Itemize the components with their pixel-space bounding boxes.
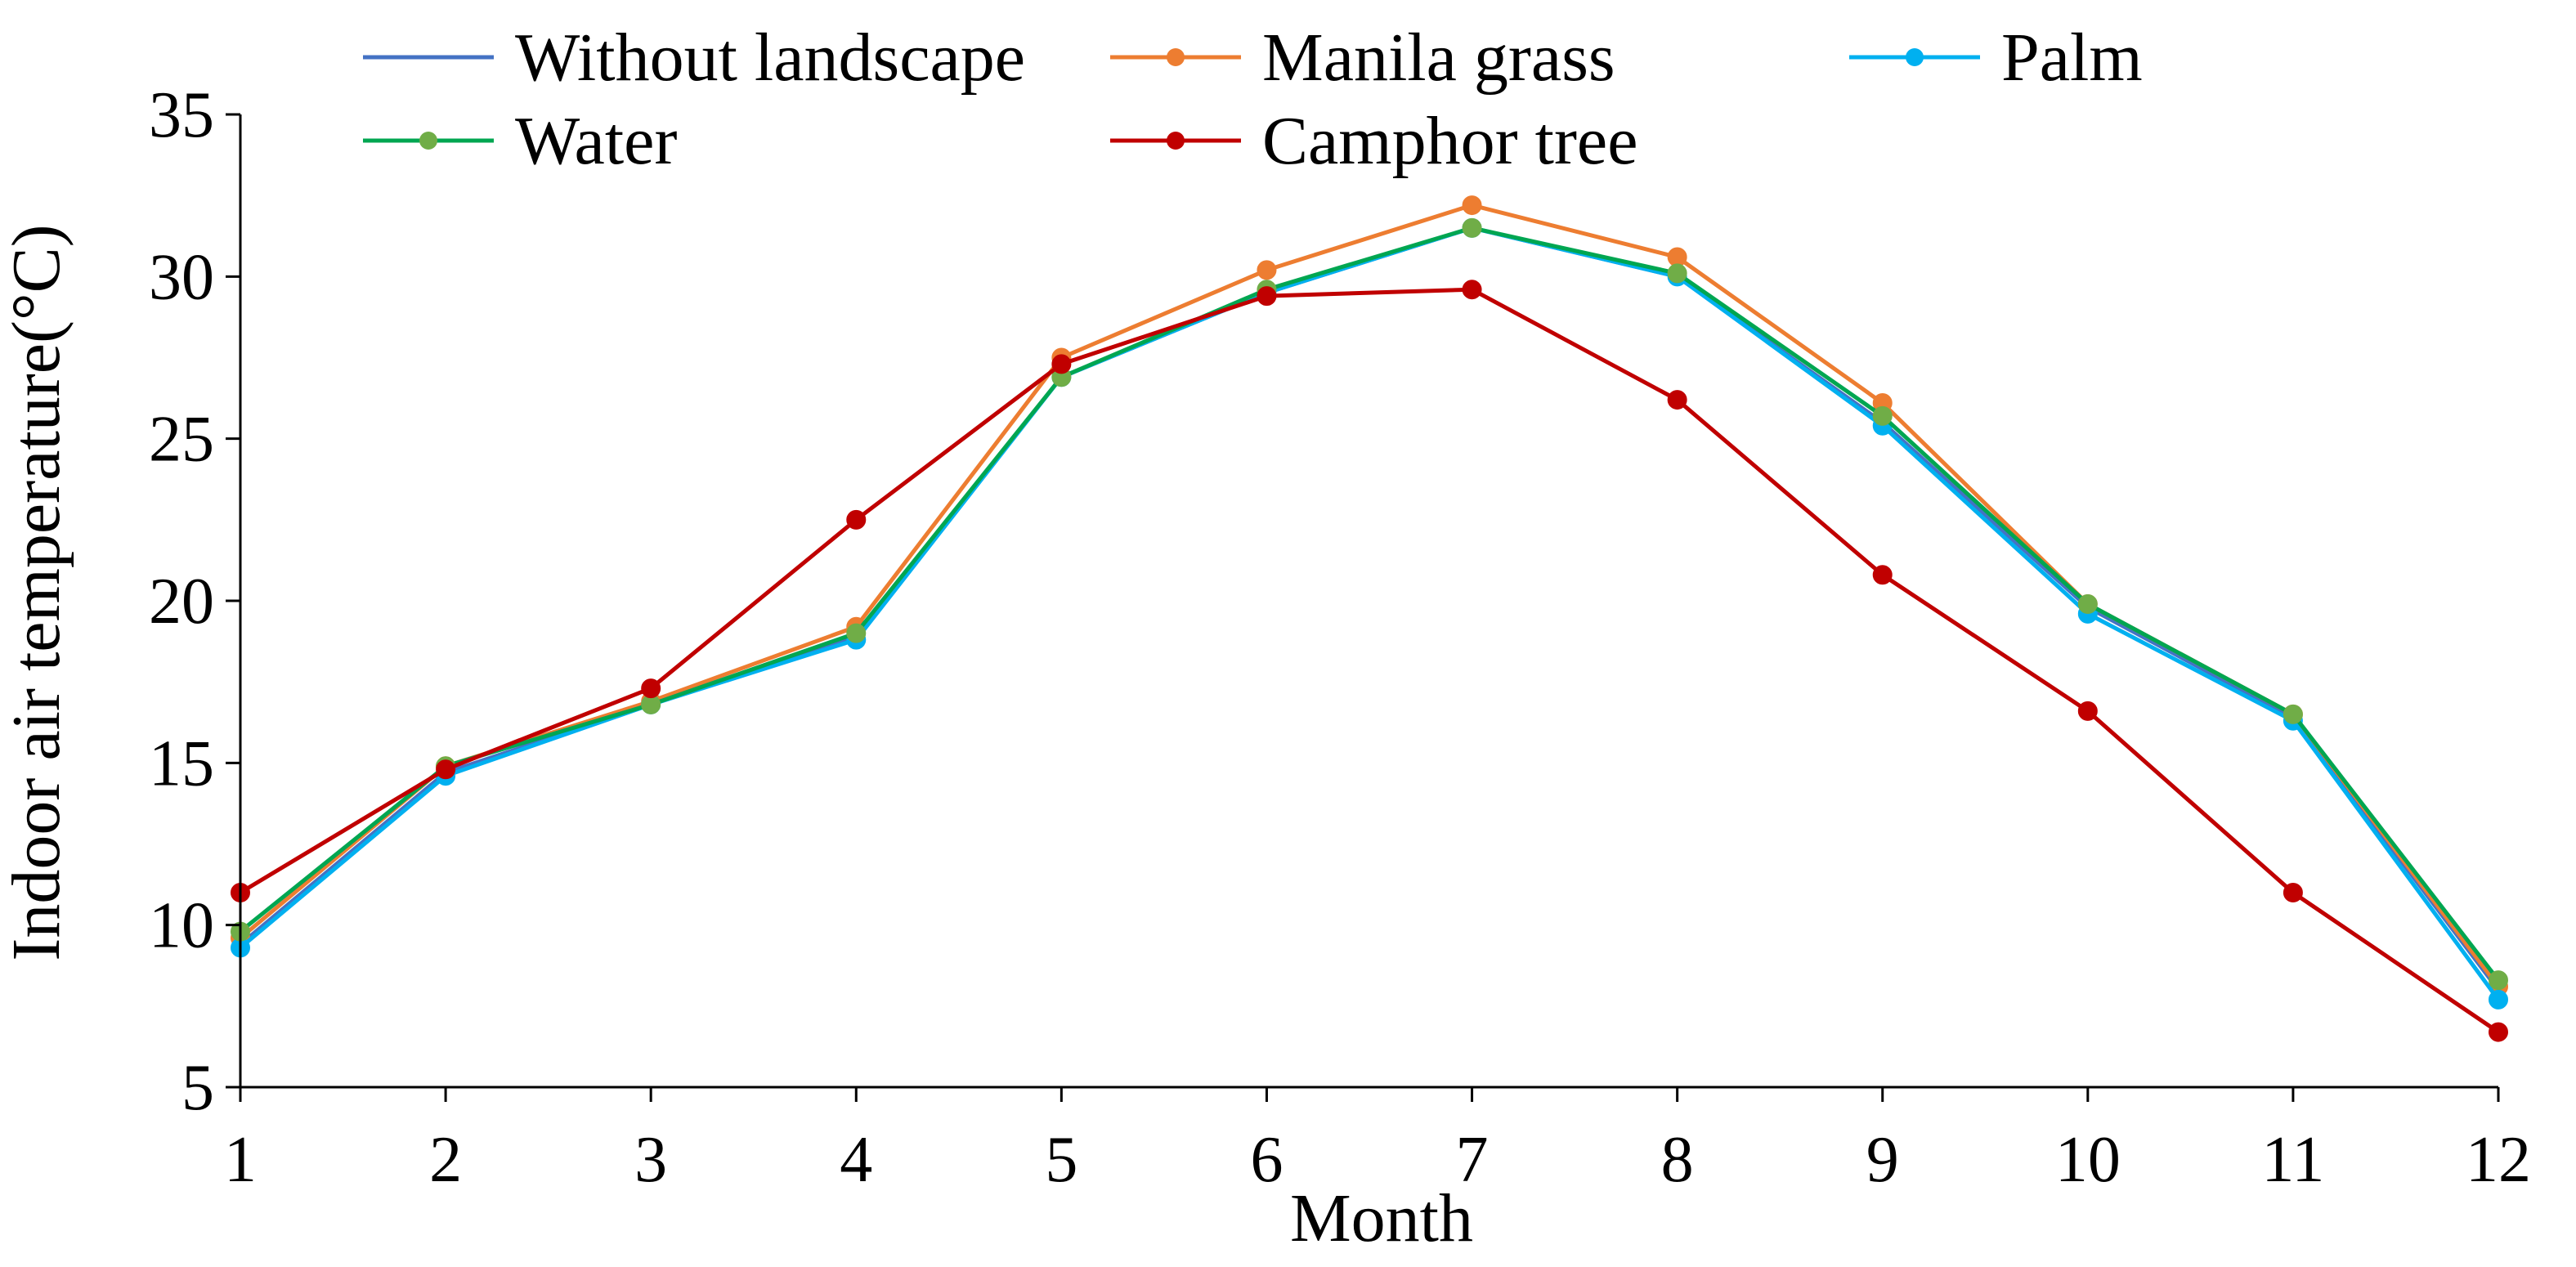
legend-swatch-marker	[419, 132, 437, 150]
x-tick-label: 11	[2261, 1124, 2324, 1196]
series-line	[239, 226, 2500, 992]
data-point	[1462, 280, 1482, 300]
x-tick-label: 4	[840, 1124, 872, 1196]
legend-swatch-marker	[1167, 48, 1185, 66]
y-tick-label: 35	[149, 79, 214, 151]
legend-label: Water	[515, 103, 677, 179]
x-tick-label: 2	[429, 1124, 462, 1196]
x-tick-label: 8	[1661, 1124, 1694, 1196]
data-point	[1257, 286, 1277, 307]
data-point	[2077, 701, 2098, 721]
x-axis-title: Month	[1290, 1180, 1473, 1256]
series-line	[239, 226, 2500, 982]
y-tick-label: 10	[149, 890, 214, 962]
data-point	[2283, 704, 2303, 724]
x-tick-label: 6	[1250, 1124, 1283, 1196]
data-point	[2489, 1022, 2508, 1042]
data-point	[1872, 565, 1893, 585]
series-water	[231, 217, 2508, 991]
data-point	[1462, 195, 1482, 216]
x-tick-label: 9	[1866, 1124, 1899, 1196]
data-point	[846, 623, 867, 643]
data-point	[436, 759, 456, 780]
legend-label: Camphor tree	[1262, 103, 1638, 179]
data-point	[1462, 217, 1482, 238]
y-tick-label: 5	[181, 1052, 214, 1124]
data-point	[1257, 260, 1277, 280]
series-without-landscape	[239, 226, 2500, 992]
data-point	[1872, 405, 1893, 426]
legend-entry: Without landscape	[363, 20, 1025, 96]
x-tick-label: 7	[1456, 1124, 1489, 1196]
data-point	[2077, 593, 2098, 614]
y-axis-title: Indoor air temperature(°C)	[0, 224, 74, 960]
x-tick-label: 1	[224, 1124, 257, 1196]
y-tick-label: 30	[149, 241, 214, 313]
legend-entry: Water	[363, 103, 677, 179]
data-point	[641, 694, 661, 714]
legend-entry: Palm	[1849, 20, 2143, 96]
data-point	[1667, 247, 1687, 267]
y-tick-label: 20	[149, 566, 214, 638]
legend-label: Palm	[2001, 20, 2143, 96]
series-camphor-tree	[231, 280, 2508, 1042]
legend-entry: Camphor tree	[1110, 103, 1638, 179]
series-line	[239, 287, 2500, 1034]
x-tick-label: 12	[2466, 1124, 2531, 1196]
legend-swatch-marker	[1906, 48, 1924, 66]
data-point	[1051, 354, 1072, 374]
data-point	[1667, 390, 1687, 410]
data-point	[846, 509, 867, 530]
data-point	[2283, 883, 2303, 902]
series-manila-grass	[231, 195, 2508, 997]
y-tick-label: 25	[149, 404, 214, 476]
legend-entry: Manila grass	[1110, 20, 1615, 96]
legend: Without landscape Manila grass Palm Water Ca…	[363, 20, 2143, 179]
x-tick-label: 5	[1045, 1124, 1077, 1196]
data-point	[2489, 970, 2508, 991]
series-palm	[231, 217, 2508, 1010]
x-tick-label: 10	[2055, 1124, 2121, 1196]
legend-label: Without landscape	[515, 20, 1025, 96]
series-line	[239, 226, 2501, 1001]
data-point	[641, 678, 661, 699]
x-tick-label: 3	[634, 1124, 667, 1196]
data-point	[1667, 263, 1687, 284]
legend-label: Manila grass	[1262, 20, 1615, 96]
legend-swatch-marker	[1167, 132, 1185, 150]
series-layer	[231, 195, 2508, 1042]
series-line	[239, 203, 2500, 988]
y-tick-label: 15	[149, 728, 214, 799]
data-point	[2489, 989, 2508, 1010]
